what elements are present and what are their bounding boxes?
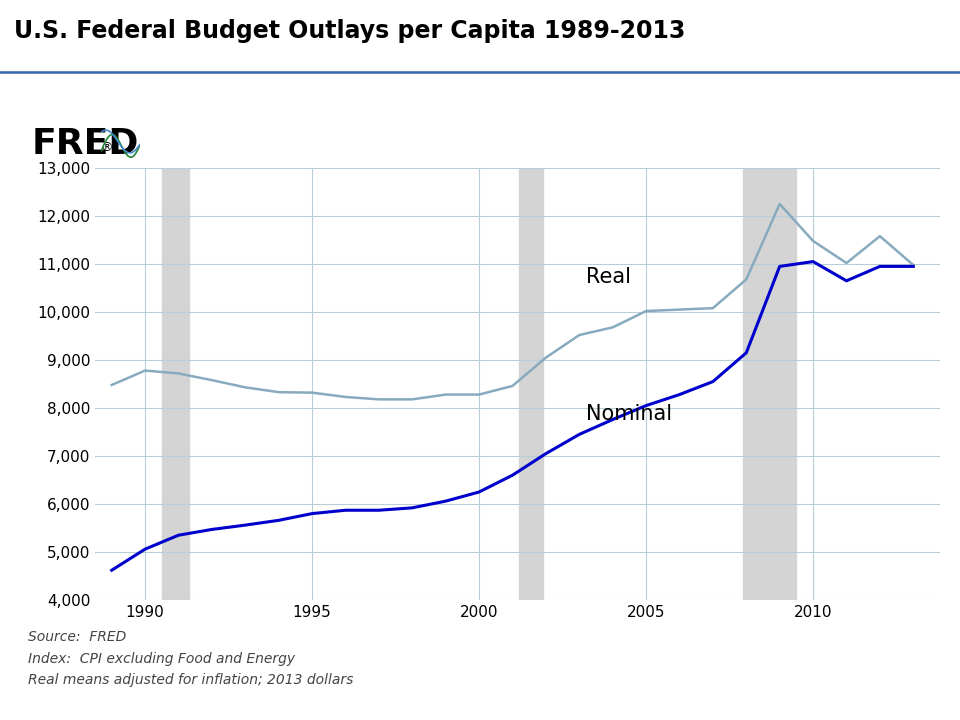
Text: Nominal: Nominal xyxy=(586,404,672,424)
Text: Source:  FRED
Index:  CPI excluding Food and Energy
Real means adjusted for infl: Source: FRED Index: CPI excluding Food a… xyxy=(29,630,353,688)
Bar xyxy=(519,168,542,600)
Text: ®: ® xyxy=(101,141,113,154)
Bar xyxy=(743,168,797,600)
Text: U.S. Federal Budget Outlays per Capita 1989-2013: U.S. Federal Budget Outlays per Capita 1… xyxy=(14,19,685,43)
Bar xyxy=(162,168,188,600)
Text: FRED: FRED xyxy=(32,127,139,161)
Text: Real: Real xyxy=(586,267,631,287)
